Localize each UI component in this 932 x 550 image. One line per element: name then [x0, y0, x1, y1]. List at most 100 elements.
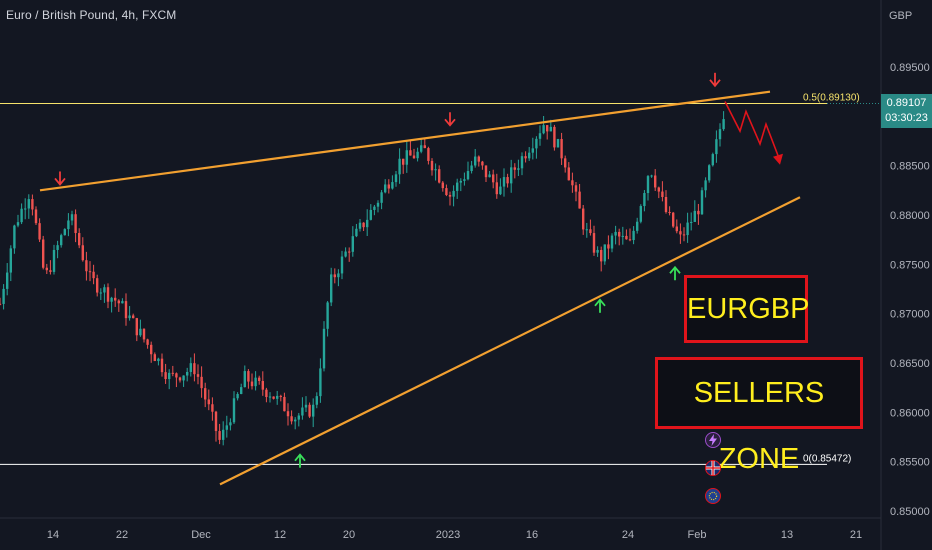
candle-body: [340, 256, 344, 274]
candle-body: [484, 165, 488, 178]
candle-body: [700, 190, 704, 215]
candle-body: [268, 396, 272, 398]
candle-body: [121, 301, 124, 304]
candle-body: [272, 396, 275, 399]
candle-body: [13, 225, 16, 249]
candle-body: [549, 126, 552, 132]
y-tick-label: 0.85000: [890, 506, 930, 518]
candle-body: [402, 158, 405, 165]
candle-body: [110, 297, 113, 302]
candle-body: [211, 404, 214, 412]
up-arrow-head: [594, 298, 606, 307]
candle-body: [175, 373, 178, 378]
y-tick-label: 0.87500: [890, 259, 930, 271]
x-tick-label: 2023: [436, 529, 460, 541]
candle-body: [315, 396, 318, 405]
candle-body: [34, 209, 38, 224]
symbol-label-box: EURGBP: [684, 275, 809, 343]
candle-body: [553, 126, 556, 148]
candle-body: [56, 245, 59, 250]
candle-body: [682, 234, 686, 236]
candle-body: [319, 368, 322, 397]
candle-body: [63, 229, 66, 236]
candle-body: [430, 160, 434, 171]
candle-body: [139, 328, 142, 336]
y-tick-label: 0.87000: [890, 309, 930, 321]
candle-body: [171, 372, 174, 374]
candle-body: [9, 248, 12, 273]
candle-body: [74, 214, 77, 234]
candle-body: [567, 167, 570, 181]
candle-body: [301, 407, 304, 416]
candle-body: [150, 344, 153, 355]
candle-body: [535, 138, 538, 149]
candle-body: [546, 125, 549, 132]
candle-body: [153, 354, 156, 362]
candle-body: [412, 155, 416, 159]
y-tick-label: 0.88000: [890, 210, 930, 222]
candle-body: [222, 429, 225, 440]
candle-body: [636, 221, 639, 231]
candle-body: [178, 377, 182, 381]
candle-body: [337, 273, 340, 278]
uk-flag-icon[interactable]: [705, 460, 721, 476]
candle-body: [409, 150, 412, 156]
eu-flag-icon[interactable]: [705, 488, 721, 504]
candle-body: [531, 148, 534, 153]
candle-body: [679, 231, 682, 235]
chart-title[interactable]: Euro / British Pound, 4h, FXCM: [6, 8, 177, 22]
y-tick-label: 0.88500: [890, 161, 930, 173]
candle-body: [92, 271, 95, 279]
candle-body: [376, 202, 380, 207]
candle-body: [592, 233, 596, 253]
candle-body: [330, 274, 333, 303]
candle-body: [556, 139, 560, 148]
candle-body: [2, 288, 5, 304]
candle-body: [348, 251, 351, 253]
candle-body: [160, 358, 164, 373]
candle-body: [574, 185, 578, 192]
candle-body: [52, 249, 56, 272]
x-tick-label: 13: [781, 529, 793, 541]
candle-body: [448, 194, 452, 197]
candle-body: [128, 315, 131, 319]
candle-body: [582, 208, 585, 230]
candle-body: [672, 212, 675, 227]
candle-body: [49, 270, 52, 272]
candle-body: [225, 425, 228, 430]
up-arrow-head: [294, 453, 306, 462]
x-tick-label: 12: [274, 529, 286, 541]
fib-level-label-0: 0(0.85472): [803, 453, 851, 464]
down-arrow-head: [444, 118, 456, 127]
candle-body: [254, 377, 257, 387]
x-tick-label: 20: [343, 529, 355, 541]
candle-body: [27, 199, 30, 209]
fib-level-label-05: 0.5(0.89130): [803, 93, 860, 104]
candle-body: [297, 415, 300, 420]
candle-body: [384, 184, 387, 193]
candle-body: [438, 169, 441, 183]
candle-body: [466, 171, 470, 180]
candle-body: [207, 399, 210, 405]
sellers-zone-box: SELLERS ZONE: [655, 357, 863, 475]
candle-body: [632, 230, 635, 241]
candle-body: [204, 388, 207, 400]
candle-body: [0, 303, 2, 305]
candle-body: [182, 375, 185, 381]
candle-body: [326, 302, 329, 329]
candle-body: [477, 156, 480, 162]
candle-body: [499, 186, 502, 195]
lightning-icon[interactable]: [705, 432, 721, 448]
x-tick-label: 24: [622, 529, 634, 541]
candle-body: [124, 301, 128, 319]
candle-body: [664, 196, 668, 213]
candle-body: [607, 244, 610, 249]
candle-body: [60, 235, 63, 246]
candle-body: [240, 387, 243, 394]
x-tick-label: 21: [850, 529, 862, 541]
candle-body: [218, 431, 221, 440]
candle-body: [88, 271, 92, 273]
candle-body: [189, 363, 192, 372]
